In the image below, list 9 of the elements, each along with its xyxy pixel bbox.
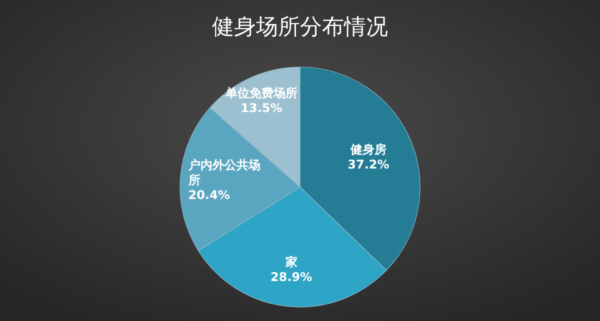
chart-title: 健身场所分布情况 [212, 15, 388, 40]
slice-label: 单位免费场所 [224, 86, 298, 100]
slice-label: 户内外公共场所 [187, 158, 260, 188]
data-label: 37.2% [348, 158, 390, 172]
slice-label: 家 [284, 255, 298, 270]
slice-label: 健身房 [349, 142, 386, 157]
data-label: 20.4% [188, 188, 230, 202]
data-label: 13.5% [240, 101, 282, 116]
data-label: 28.9% [270, 270, 312, 284]
